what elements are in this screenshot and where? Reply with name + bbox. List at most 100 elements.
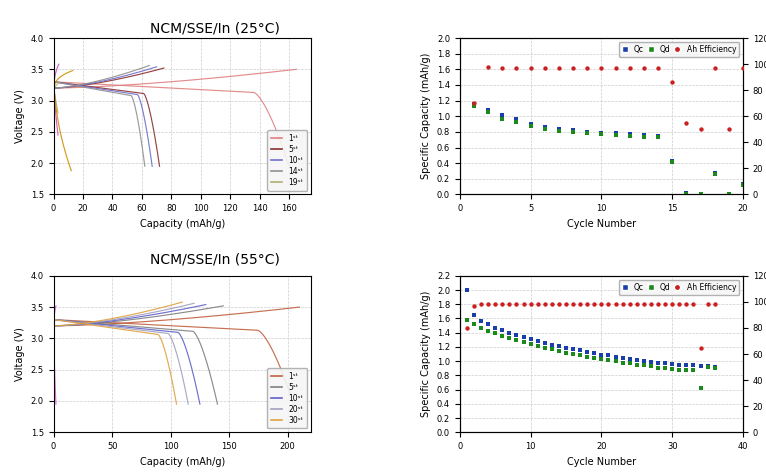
Point [475, 301, 487, 308]
Point [510, 336, 522, 343]
Point [595, 64, 607, 72]
Point [496, 112, 509, 119]
Point [460, 316, 473, 323]
Point [567, 128, 579, 136]
Point [567, 345, 579, 353]
Point [602, 301, 614, 308]
Point [737, 180, 749, 188]
Point [610, 131, 622, 139]
Point [687, 367, 699, 374]
X-axis label: Capacity (mAh/g): Capacity (mAh/g) [139, 456, 225, 466]
Point [595, 129, 607, 136]
Point [581, 353, 594, 361]
Point [517, 301, 529, 308]
Point [630, 357, 643, 364]
Point [475, 324, 487, 332]
Point [659, 301, 671, 308]
Point [560, 344, 572, 352]
Point [489, 330, 501, 337]
X-axis label: Cycle Number: Cycle Number [567, 218, 636, 229]
Point [630, 301, 643, 308]
Point [553, 301, 565, 308]
Point [489, 301, 501, 308]
Point [652, 133, 664, 141]
Point [545, 341, 558, 349]
Point [624, 132, 636, 140]
Point [617, 301, 629, 308]
Point [553, 64, 565, 72]
Point [709, 364, 721, 371]
Point [525, 123, 537, 130]
Point [602, 357, 614, 364]
Point [652, 64, 664, 72]
Point [702, 363, 714, 371]
Point [517, 338, 529, 346]
Point [638, 361, 650, 369]
Point [687, 361, 699, 369]
Point [574, 301, 586, 308]
Point [695, 125, 707, 133]
Point [610, 353, 622, 361]
Point [482, 108, 494, 116]
Point [482, 106, 494, 114]
Point [468, 320, 480, 328]
Point [460, 324, 473, 332]
Point [630, 361, 643, 369]
Point [645, 362, 657, 370]
Point [532, 342, 544, 350]
Point [538, 125, 551, 133]
Point [538, 340, 551, 347]
Legend: Qc, Qd, Ah Efficiency: Qc, Qd, Ah Efficiency [618, 280, 739, 294]
Point [610, 301, 622, 308]
Point [475, 317, 487, 324]
Point [510, 331, 522, 339]
Point [503, 334, 516, 342]
Point [482, 63, 494, 70]
Point [666, 157, 679, 165]
Point [723, 190, 735, 198]
Point [695, 384, 707, 392]
Point [610, 64, 622, 72]
Point [702, 362, 714, 370]
Point [503, 301, 516, 308]
Point [624, 355, 636, 363]
Point [617, 354, 629, 362]
Point [574, 347, 586, 354]
Point [468, 102, 480, 110]
Point [538, 124, 551, 131]
Point [709, 171, 721, 178]
Point [709, 301, 721, 308]
Point [545, 345, 558, 353]
Point [510, 115, 522, 123]
Point [737, 181, 749, 189]
Point [496, 332, 509, 339]
Point [560, 349, 572, 356]
Point [545, 301, 558, 308]
Point [737, 64, 749, 72]
Point [638, 133, 650, 141]
Point [567, 64, 579, 72]
Point [595, 355, 607, 363]
Point [468, 99, 480, 107]
Point [680, 367, 692, 374]
Point [468, 302, 480, 310]
Point [567, 350, 579, 358]
Point [673, 361, 686, 369]
Point [468, 101, 480, 108]
Point [553, 125, 565, 133]
Point [588, 301, 601, 308]
Point [510, 64, 522, 72]
Point [538, 344, 551, 352]
Point [581, 301, 594, 308]
Point [602, 352, 614, 359]
Point [482, 301, 494, 308]
Point [538, 64, 551, 72]
Point [610, 130, 622, 137]
Point [553, 347, 565, 355]
Point [709, 363, 721, 371]
Y-axis label: Specific Capacity (mAh/g): Specific Capacity (mAh/g) [421, 291, 431, 417]
Point [624, 64, 636, 72]
Point [709, 64, 721, 72]
Point [560, 301, 572, 308]
Point [581, 130, 594, 137]
